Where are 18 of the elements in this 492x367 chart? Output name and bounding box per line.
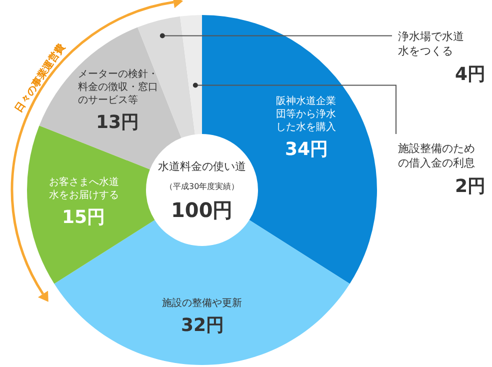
slice-label: 阪神水道企業団等から浄水した水を購入 — [276, 95, 336, 133]
data-label: 15円 — [62, 207, 106, 228]
slice-label: 施設の整備や更新 — [162, 297, 242, 309]
text: （平成30年度実績） — [165, 182, 240, 191]
data-label: 13円 — [96, 112, 140, 133]
donut-slice — [138, 16, 195, 138]
data-label: 4円 — [455, 64, 486, 85]
data-label: 32円 — [181, 315, 224, 336]
data-label: 2円 — [455, 176, 486, 197]
text: 100円 — [171, 198, 233, 222]
slice-label: 施設整備のための借入金の利息 — [398, 142, 475, 170]
data-label: 34円 — [285, 139, 328, 160]
slice-label: メーターの検針・料金の徴収・窓口のサービス等 — [78, 68, 158, 106]
text: 日々の事業運営費 — [12, 41, 68, 115]
slice-label: お客さまへ水道水をお届けする — [49, 176, 119, 201]
donut-slice — [180, 15, 202, 134]
slice-label: 浄水場で水道水をつくる — [398, 30, 464, 58]
text: 水道料金の使い道 — [158, 160, 246, 173]
